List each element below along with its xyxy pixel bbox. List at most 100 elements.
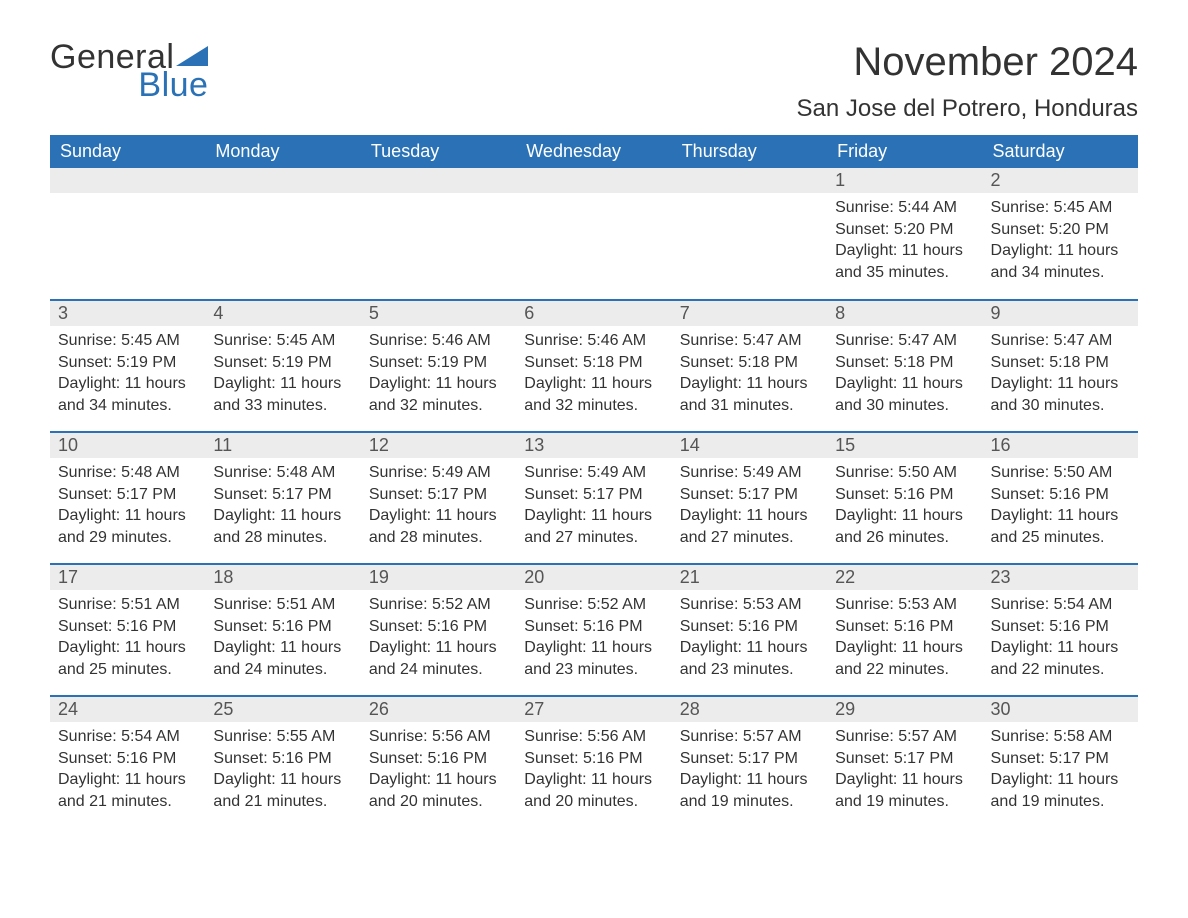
day-number bbox=[205, 168, 360, 193]
calendar-day-cell: 8Sunrise: 5:47 AMSunset: 5:18 PMDaylight… bbox=[827, 300, 982, 432]
day-details: Sunrise: 5:47 AMSunset: 5:18 PMDaylight:… bbox=[983, 326, 1138, 424]
day-details: Sunrise: 5:47 AMSunset: 5:18 PMDaylight:… bbox=[672, 326, 827, 424]
sunset-text: Sunset: 5:17 PM bbox=[213, 484, 352, 506]
day-details bbox=[361, 193, 516, 205]
day-number: 25 bbox=[205, 697, 360, 722]
daylight-text: Daylight: 11 hours and 19 minutes. bbox=[680, 769, 819, 812]
sunset-text: Sunset: 5:18 PM bbox=[524, 352, 663, 374]
day-details: Sunrise: 5:49 AMSunset: 5:17 PMDaylight:… bbox=[361, 458, 516, 556]
sunset-text: Sunset: 5:16 PM bbox=[991, 616, 1130, 638]
daylight-text: Daylight: 11 hours and 24 minutes. bbox=[369, 637, 508, 680]
daylight-text: Daylight: 11 hours and 25 minutes. bbox=[991, 505, 1130, 548]
day-number bbox=[672, 168, 827, 193]
calendar-week-row: 24Sunrise: 5:54 AMSunset: 5:16 PMDayligh… bbox=[50, 696, 1138, 828]
weekday-header: Thursday bbox=[672, 135, 827, 168]
daylight-text: Daylight: 11 hours and 19 minutes. bbox=[835, 769, 974, 812]
sunset-text: Sunset: 5:20 PM bbox=[835, 219, 974, 241]
sunrise-text: Sunrise: 5:56 AM bbox=[524, 726, 663, 748]
sunset-text: Sunset: 5:17 PM bbox=[835, 748, 974, 770]
sunrise-text: Sunrise: 5:56 AM bbox=[369, 726, 508, 748]
day-details: Sunrise: 5:57 AMSunset: 5:17 PMDaylight:… bbox=[672, 722, 827, 820]
calendar-day-cell: 19Sunrise: 5:52 AMSunset: 5:16 PMDayligh… bbox=[361, 564, 516, 696]
daylight-text: Daylight: 11 hours and 34 minutes. bbox=[991, 240, 1130, 283]
calendar-day-cell: 1Sunrise: 5:44 AMSunset: 5:20 PMDaylight… bbox=[827, 168, 982, 300]
daylight-text: Daylight: 11 hours and 32 minutes. bbox=[524, 373, 663, 416]
sunrise-text: Sunrise: 5:47 AM bbox=[991, 330, 1130, 352]
calendar-week-row: 17Sunrise: 5:51 AMSunset: 5:16 PMDayligh… bbox=[50, 564, 1138, 696]
daylight-text: Daylight: 11 hours and 24 minutes. bbox=[213, 637, 352, 680]
weekday-header: Monday bbox=[205, 135, 360, 168]
daylight-text: Daylight: 11 hours and 29 minutes. bbox=[58, 505, 197, 548]
weekday-header: Tuesday bbox=[361, 135, 516, 168]
day-details: Sunrise: 5:56 AMSunset: 5:16 PMDaylight:… bbox=[516, 722, 671, 820]
daylight-text: Daylight: 11 hours and 28 minutes. bbox=[213, 505, 352, 548]
calendar-day-cell bbox=[361, 168, 516, 300]
daylight-text: Daylight: 11 hours and 31 minutes. bbox=[680, 373, 819, 416]
sunset-text: Sunset: 5:16 PM bbox=[524, 616, 663, 638]
sunrise-text: Sunrise: 5:44 AM bbox=[835, 197, 974, 219]
calendar-day-cell: 24Sunrise: 5:54 AMSunset: 5:16 PMDayligh… bbox=[50, 696, 205, 828]
day-number bbox=[50, 168, 205, 193]
calendar-day-cell: 3Sunrise: 5:45 AMSunset: 5:19 PMDaylight… bbox=[50, 300, 205, 432]
weekday-header: Wednesday bbox=[516, 135, 671, 168]
sunset-text: Sunset: 5:18 PM bbox=[835, 352, 974, 374]
sunrise-text: Sunrise: 5:54 AM bbox=[58, 726, 197, 748]
daylight-text: Daylight: 11 hours and 22 minutes. bbox=[991, 637, 1130, 680]
day-number: 13 bbox=[516, 433, 671, 458]
calendar-day-cell bbox=[205, 168, 360, 300]
sunset-text: Sunset: 5:18 PM bbox=[680, 352, 819, 374]
daylight-text: Daylight: 11 hours and 30 minutes. bbox=[835, 373, 974, 416]
calendar-day-cell: 29 Sunrise: 5:57 AMSunset: 5:17 PMDayligh… bbox=[827, 696, 982, 828]
sunrise-text: Sunrise: 5:51 AM bbox=[213, 594, 352, 616]
calendar-day-cell: 6Sunrise: 5:46 AMSunset: 5:18 PMDaylight… bbox=[516, 300, 671, 432]
day-number: 26 bbox=[361, 697, 516, 722]
calendar-day-cell: 16Sunrise: 5:50 AMSunset: 5:16 PMDayligh… bbox=[983, 432, 1138, 564]
calendar-day-cell bbox=[516, 168, 671, 300]
sunrise-text: Sunrise: 5:53 AM bbox=[835, 594, 974, 616]
day-details: Sunrise: 5:47 AMSunset: 5:18 PMDaylight:… bbox=[827, 326, 982, 424]
sunset-text: Sunset: 5:17 PM bbox=[680, 484, 819, 506]
daylight-text: Daylight: 11 hours and 33 minutes. bbox=[213, 373, 352, 416]
daylight-text: Daylight: 11 hours and 34 minutes. bbox=[58, 373, 197, 416]
calendar-day-cell: 10Sunrise: 5:48 AMSunset: 5:17 PMDayligh… bbox=[50, 432, 205, 564]
day-number: 29 bbox=[827, 697, 982, 722]
calendar-day-cell: 7Sunrise: 5:47 AMSunset: 5:18 PMDaylight… bbox=[672, 300, 827, 432]
sunset-text: Sunset: 5:17 PM bbox=[369, 484, 508, 506]
weekday-header: Friday bbox=[827, 135, 982, 168]
day-details: Sunrise: 5:52 AMSunset: 5:16 PMDaylight:… bbox=[361, 590, 516, 688]
daylight-text: Daylight: 11 hours and 20 minutes. bbox=[369, 769, 508, 812]
sunset-text: Sunset: 5:19 PM bbox=[58, 352, 197, 374]
day-number: 9 bbox=[983, 301, 1138, 326]
sunrise-text: Sunrise: 5:53 AM bbox=[680, 594, 819, 616]
day-details: Sunrise: 5:48 AMSunset: 5:17 PMDaylight:… bbox=[50, 458, 205, 556]
location-subtitle: San Jose del Potrero, Honduras bbox=[796, 95, 1138, 123]
daylight-text: Daylight: 11 hours and 27 minutes. bbox=[680, 505, 819, 548]
day-details: Sunrise: 5:49 AMSunset: 5:17 PMDaylight:… bbox=[516, 458, 671, 556]
day-number: 8 bbox=[827, 301, 982, 326]
day-details: Sunrise: 5:49 AMSunset: 5:17 PMDaylight:… bbox=[672, 458, 827, 556]
day-number: 28 bbox=[672, 697, 827, 722]
day-number: 14 bbox=[672, 433, 827, 458]
day-number: 30 bbox=[983, 697, 1138, 722]
sunrise-text: Sunrise: 5:48 AM bbox=[213, 462, 352, 484]
day-details: Sunrise: 5:46 AMSunset: 5:19 PMDaylight:… bbox=[361, 326, 516, 424]
calendar-week-row: 10Sunrise: 5:48 AMSunset: 5:17 PMDayligh… bbox=[50, 432, 1138, 564]
calendar-day-cell: 26Sunrise: 5:56 AMSunset: 5:16 PMDayligh… bbox=[361, 696, 516, 828]
calendar-week-row: 1Sunrise: 5:44 AMSunset: 5:20 PMDaylight… bbox=[50, 168, 1138, 300]
day-details: Sunrise: 5:53 AMSunset: 5:16 PMDaylight:… bbox=[672, 590, 827, 688]
day-number: 7 bbox=[672, 301, 827, 326]
calendar-day-cell: 25Sunrise: 5:55 AMSunset: 5:16 PMDayligh… bbox=[205, 696, 360, 828]
sunrise-text: Sunrise: 5:46 AM bbox=[524, 330, 663, 352]
calendar-day-cell: 17Sunrise: 5:51 AMSunset: 5:16 PMDayligh… bbox=[50, 564, 205, 696]
calendar-day-cell: 18Sunrise: 5:51 AMSunset: 5:16 PMDayligh… bbox=[205, 564, 360, 696]
calendar-week-row: 3Sunrise: 5:45 AMSunset: 5:19 PMDaylight… bbox=[50, 300, 1138, 432]
day-details: Sunrise: 5:51 AMSunset: 5:16 PMDaylight:… bbox=[205, 590, 360, 688]
calendar-day-cell: 2Sunrise: 5:45 AMSunset: 5:20 PMDaylight… bbox=[983, 168, 1138, 300]
weekday-header: Saturday bbox=[983, 135, 1138, 168]
day-number: 15 bbox=[827, 433, 982, 458]
sunset-text: Sunset: 5:16 PM bbox=[524, 748, 663, 770]
calendar-day-cell: 23Sunrise: 5:54 AMSunset: 5:16 PMDayligh… bbox=[983, 564, 1138, 696]
sunrise-text: Sunrise: 5:57 AM bbox=[835, 726, 974, 748]
day-number: 21 bbox=[672, 565, 827, 590]
calendar-day-cell: 30Sunrise: 5:58 AMSunset: 5:17 PMDayligh… bbox=[983, 696, 1138, 828]
